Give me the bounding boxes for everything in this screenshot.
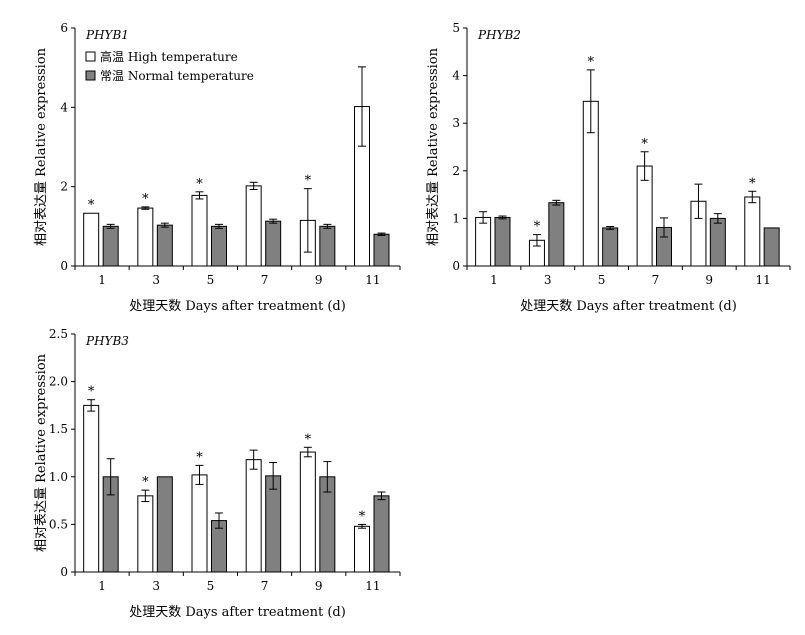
- significance-star: *: [534, 220, 541, 235]
- x-axis-label: 处理天数 Days after treatment (d): [129, 605, 346, 620]
- bar-normal-temperature: [319, 225, 336, 267]
- x-axis-label: 处理天数 Days after treatment (d): [520, 299, 737, 314]
- significance-star: *: [305, 432, 312, 447]
- bar-high-temperature: [245, 459, 262, 573]
- bar-normal-temperature: [211, 225, 227, 267]
- x-tick-label: 1: [98, 273, 106, 287]
- significance-star: *: [641, 137, 648, 152]
- bar-normal-temperature: [709, 217, 726, 267]
- x-tick-label: 3: [152, 579, 160, 593]
- significance-star: *: [142, 475, 149, 490]
- bar-normal-temperature: [265, 475, 282, 573]
- x-tick-label: 11: [365, 579, 380, 593]
- x-tick-label: 9: [705, 273, 713, 287]
- y-tick-label: 0.5: [49, 517, 68, 531]
- significance-star: *: [588, 55, 595, 70]
- y-tick-label: 0: [60, 565, 68, 579]
- bar-normal-temperature: [602, 227, 619, 267]
- bar-normal-temperature: [373, 233, 390, 267]
- legend-label-normal: 常温 Normal temperature: [100, 69, 254, 83]
- y-axis-label: 相对表达量 Relative expression: [426, 47, 441, 246]
- bar-high-temperature: [744, 196, 761, 267]
- y-tick-label: 2: [452, 164, 460, 178]
- bar-normal-temperature: [494, 216, 511, 267]
- bar-high-temperature: [83, 212, 100, 267]
- x-tick-label: 5: [598, 273, 606, 287]
- x-tick-label: 1: [98, 579, 106, 593]
- x-tick-label: 11: [755, 273, 770, 287]
- bar-high-temperature: [636, 165, 653, 267]
- y-tick-label: 2.5: [49, 327, 68, 341]
- bar-normal-temperature: [156, 224, 173, 267]
- bar-normal-temperature: [265, 220, 282, 267]
- x-tick-label: 5: [207, 273, 215, 287]
- bar-high-temperature: [191, 194, 208, 267]
- panel-title: PHYB1: [85, 28, 129, 42]
- y-tick-label: 2.0: [49, 375, 68, 389]
- y-axis-label: 相对表达量 Relative expression: [34, 353, 49, 552]
- bar-high-temperature: [299, 451, 316, 573]
- y-tick-label: 0: [452, 259, 460, 273]
- significance-star: *: [305, 174, 312, 189]
- panel-title: PHYB3: [85, 334, 129, 348]
- y-tick-label: 3: [452, 116, 460, 130]
- y-tick-label: 1.5: [49, 422, 68, 436]
- y-axis-label: 相对表达量 Relative expression: [34, 47, 49, 246]
- significance-star: *: [359, 509, 366, 524]
- y-tick-label: 1: [452, 211, 460, 225]
- x-tick-label: 11: [365, 273, 380, 287]
- x-tick-label: 3: [152, 273, 160, 287]
- x-tick-label: 1: [490, 273, 498, 287]
- y-tick-label: 0: [60, 259, 68, 273]
- significance-star: *: [88, 385, 95, 400]
- bar-high-temperature: [354, 525, 370, 573]
- bar-normal-temperature: [763, 227, 780, 267]
- y-tick-label: 5: [452, 21, 460, 35]
- x-axis-label: 处理天数 Days after treatment (d): [129, 299, 346, 314]
- bar-normal-temperature: [156, 476, 173, 573]
- x-tick-label: 5: [207, 579, 215, 593]
- y-tick-label: 4: [60, 100, 68, 114]
- y-tick-label: 2: [60, 180, 68, 194]
- chart-panel-phyb2: [463, 27, 791, 270]
- x-tick-label: 7: [261, 579, 269, 593]
- significance-star: *: [196, 450, 203, 465]
- x-tick-label: 7: [652, 273, 660, 287]
- significance-star: *: [749, 176, 756, 191]
- legend-swatch-high: [85, 51, 96, 62]
- bar-normal-temperature: [102, 225, 119, 267]
- x-tick-label: 7: [261, 273, 269, 287]
- legend: [85, 51, 96, 81]
- bar-high-temperature: [191, 474, 208, 573]
- significance-star: *: [196, 177, 203, 192]
- bar-normal-temperature: [373, 495, 390, 573]
- y-tick-label: 1.0: [49, 470, 68, 484]
- bar-normal-temperature: [548, 202, 565, 267]
- significance-star: *: [142, 192, 149, 207]
- bar-high-temperature: [245, 185, 262, 267]
- legend-swatch-normal: [85, 70, 96, 81]
- chart-panel-phyb3: [71, 333, 401, 576]
- bar-high-temperature: [137, 495, 154, 573]
- bar-high-temperature: [83, 404, 100, 573]
- chart-panel-phyb1: [71, 27, 401, 270]
- panel-title: PHYB2: [477, 28, 521, 42]
- bar-high-temperature: [475, 216, 492, 267]
- y-tick-label: 4: [452, 69, 460, 83]
- bar-high-temperature: [137, 207, 154, 267]
- significance-star: *: [88, 198, 95, 213]
- x-tick-label: 3: [544, 273, 552, 287]
- y-tick-label: 6: [60, 21, 68, 35]
- x-tick-label: 9: [315, 273, 323, 287]
- legend-label-high: 高温 High temperature: [100, 49, 238, 64]
- x-tick-label: 9: [315, 579, 323, 593]
